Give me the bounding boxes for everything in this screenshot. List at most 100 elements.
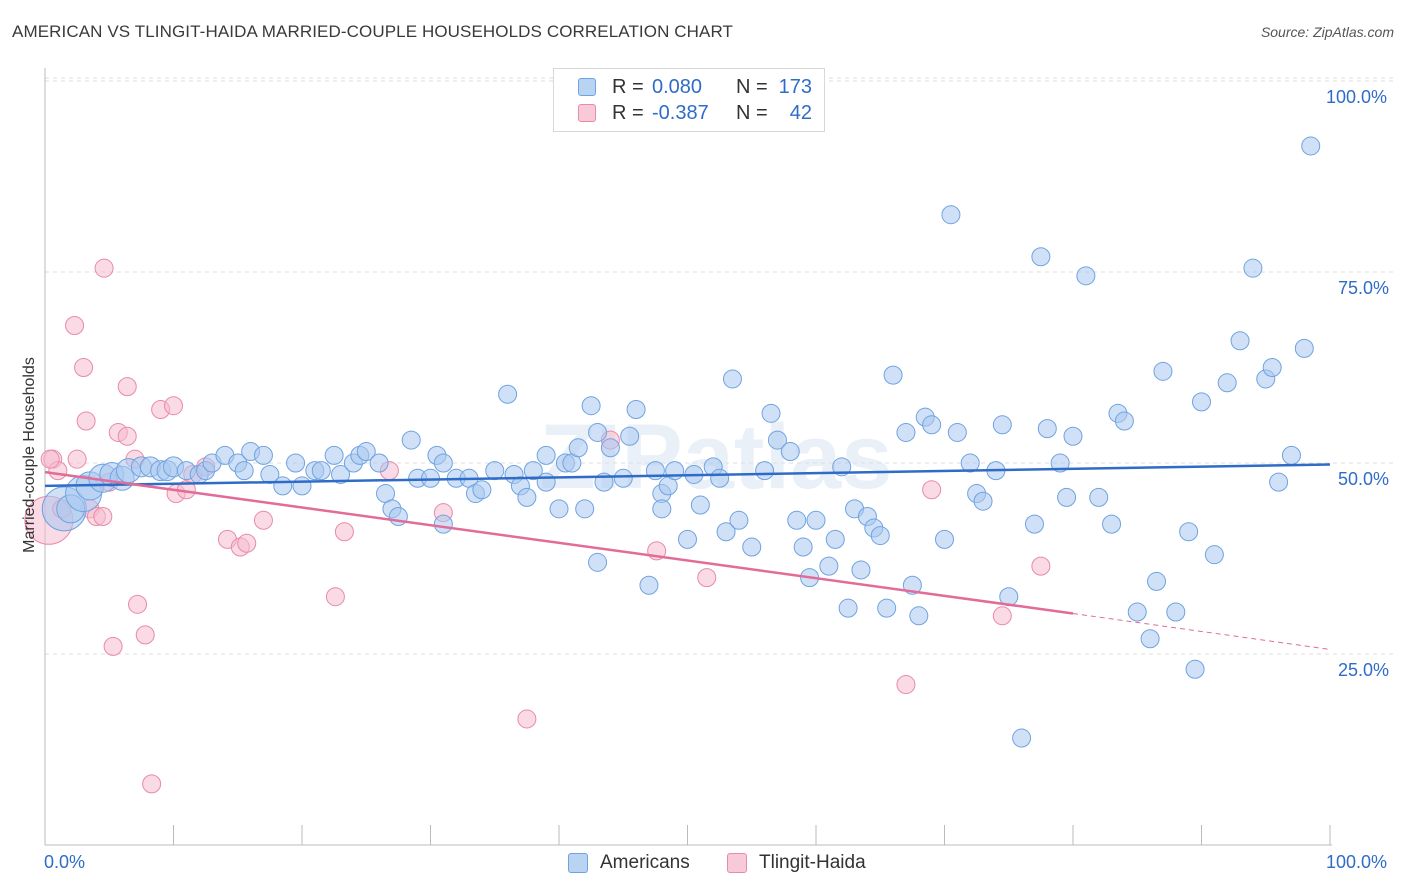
americans-point bbox=[960, 453, 980, 473]
americans-point bbox=[690, 495, 710, 515]
watermark: ZIPatlas bbox=[540, 406, 893, 508]
bottom-legend-label-americans: Americans bbox=[600, 852, 690, 873]
americans-point bbox=[1147, 571, 1167, 591]
tlingit-haida-point bbox=[1031, 556, 1051, 576]
americans-point bbox=[472, 480, 492, 500]
americans-point bbox=[1076, 266, 1096, 286]
americans-point bbox=[793, 537, 813, 557]
americans-trend-line bbox=[44, 463, 1331, 488]
legend-row-americans: R = 0.080 N = 173 bbox=[578, 74, 812, 100]
americans-point bbox=[1024, 514, 1044, 534]
americans-point bbox=[909, 606, 929, 626]
americans-point bbox=[1031, 247, 1051, 267]
bottom-legend-americans[interactable]: Americans bbox=[568, 852, 690, 874]
americans-point bbox=[896, 422, 916, 442]
americans-point bbox=[260, 464, 280, 484]
americans-point bbox=[1179, 522, 1199, 542]
y-tick-50: 50.0% bbox=[1338, 469, 1390, 489]
americans-point bbox=[536, 445, 556, 465]
americans-point bbox=[331, 464, 351, 484]
americans-point bbox=[588, 422, 608, 442]
source-label: Source: ZipAtlas.com bbox=[1260, 24, 1394, 40]
tlingit-haida-point bbox=[517, 709, 537, 729]
grid-lines bbox=[45, 77, 1393, 655]
americans-point bbox=[234, 461, 254, 481]
americans-point bbox=[433, 514, 453, 534]
americans-point bbox=[1140, 629, 1160, 649]
americans-point bbox=[755, 461, 775, 481]
legend-swatch-tlingit bbox=[578, 104, 596, 122]
legend-row-tlingit: R = -0.387 N = 42 bbox=[578, 100, 812, 126]
americans-point bbox=[877, 598, 897, 618]
americans-point bbox=[356, 442, 376, 462]
americans-point bbox=[1037, 419, 1057, 439]
americans-point bbox=[1057, 487, 1077, 507]
americans-point bbox=[568, 438, 588, 458]
y-axis-label: Married-couple Households bbox=[21, 357, 38, 553]
americans-point bbox=[652, 499, 672, 519]
americans-point bbox=[922, 415, 942, 435]
tlingit-haida-point bbox=[67, 449, 87, 469]
americans-point bbox=[626, 400, 646, 420]
x-tick-0: 0.0% bbox=[44, 852, 86, 872]
tlingit-haida-point bbox=[117, 426, 137, 446]
americans-point bbox=[780, 442, 800, 462]
americans-point bbox=[1243, 258, 1263, 278]
bottom-legend-swatch-tlingit bbox=[727, 853, 747, 873]
tlingit-haida-point bbox=[237, 533, 257, 553]
y-tick-75: 75.0% bbox=[1338, 278, 1390, 298]
americans-point bbox=[1114, 411, 1134, 431]
americans-point bbox=[825, 529, 845, 549]
tlingit-haida-point bbox=[76, 411, 96, 431]
americans-point bbox=[992, 415, 1012, 435]
legend-r-label: R = bbox=[612, 101, 644, 124]
americans-point bbox=[767, 430, 787, 450]
americans-point bbox=[1269, 472, 1289, 492]
americans-points bbox=[41, 136, 1321, 748]
americans-point bbox=[1166, 602, 1186, 622]
chart-title: AMERICAN VS TLINGIT-HAIDA MARRIED-COUPLE… bbox=[12, 22, 734, 41]
tlingit-haida-point bbox=[65, 315, 85, 335]
americans-point bbox=[1127, 602, 1147, 622]
americans-point bbox=[536, 472, 556, 492]
tlingit-haida-point bbox=[334, 522, 354, 542]
americans-point bbox=[600, 438, 620, 458]
americans-point bbox=[1102, 514, 1122, 534]
americans-point bbox=[620, 426, 640, 446]
americans-point bbox=[1050, 453, 1070, 473]
tlingit-haida-point bbox=[94, 258, 114, 278]
legend-r-value: 0.080 bbox=[652, 75, 703, 98]
americans-point bbox=[1230, 331, 1250, 351]
bottom-legend-label-tlingit: Tlingit-Haida bbox=[759, 852, 866, 873]
americans-point bbox=[1281, 445, 1301, 465]
legend-swatch-americans bbox=[578, 78, 596, 96]
legend-n-value: 42 bbox=[789, 101, 812, 124]
americans-point bbox=[253, 445, 273, 465]
americans-point bbox=[498, 384, 518, 404]
tlingit-haida-point bbox=[103, 636, 123, 656]
americans-point bbox=[286, 453, 306, 473]
tlingit-haida-trend-line bbox=[44, 470, 1074, 615]
tlingit-haida-trend-extension bbox=[1072, 613, 1331, 650]
legend-n-label: N = bbox=[736, 101, 768, 124]
americans-point bbox=[973, 491, 993, 511]
tlingit-haida-point bbox=[697, 568, 717, 588]
tlingit-haida-point bbox=[74, 358, 94, 377]
americans-point bbox=[1204, 545, 1224, 565]
americans-point bbox=[273, 476, 293, 496]
americans-point bbox=[639, 575, 659, 595]
tlingit-haida-point bbox=[922, 480, 942, 500]
americans-point bbox=[819, 556, 839, 576]
legend-n-value: 173 bbox=[778, 75, 812, 98]
bottom-legend-tlingit[interactable]: Tlingit-Haida bbox=[727, 852, 866, 874]
tlingit-haida-point bbox=[164, 396, 183, 416]
americans-point bbox=[311, 461, 331, 481]
americans-point bbox=[838, 598, 858, 618]
americans-point bbox=[523, 461, 543, 481]
americans-point bbox=[935, 529, 954, 549]
americans-point bbox=[941, 205, 961, 225]
americans-point bbox=[787, 510, 807, 530]
tlingit-haida-point bbox=[40, 449, 60, 469]
correlation-legend: R = 0.080 N = 173 R = -0.387 N = 42 bbox=[553, 68, 825, 132]
